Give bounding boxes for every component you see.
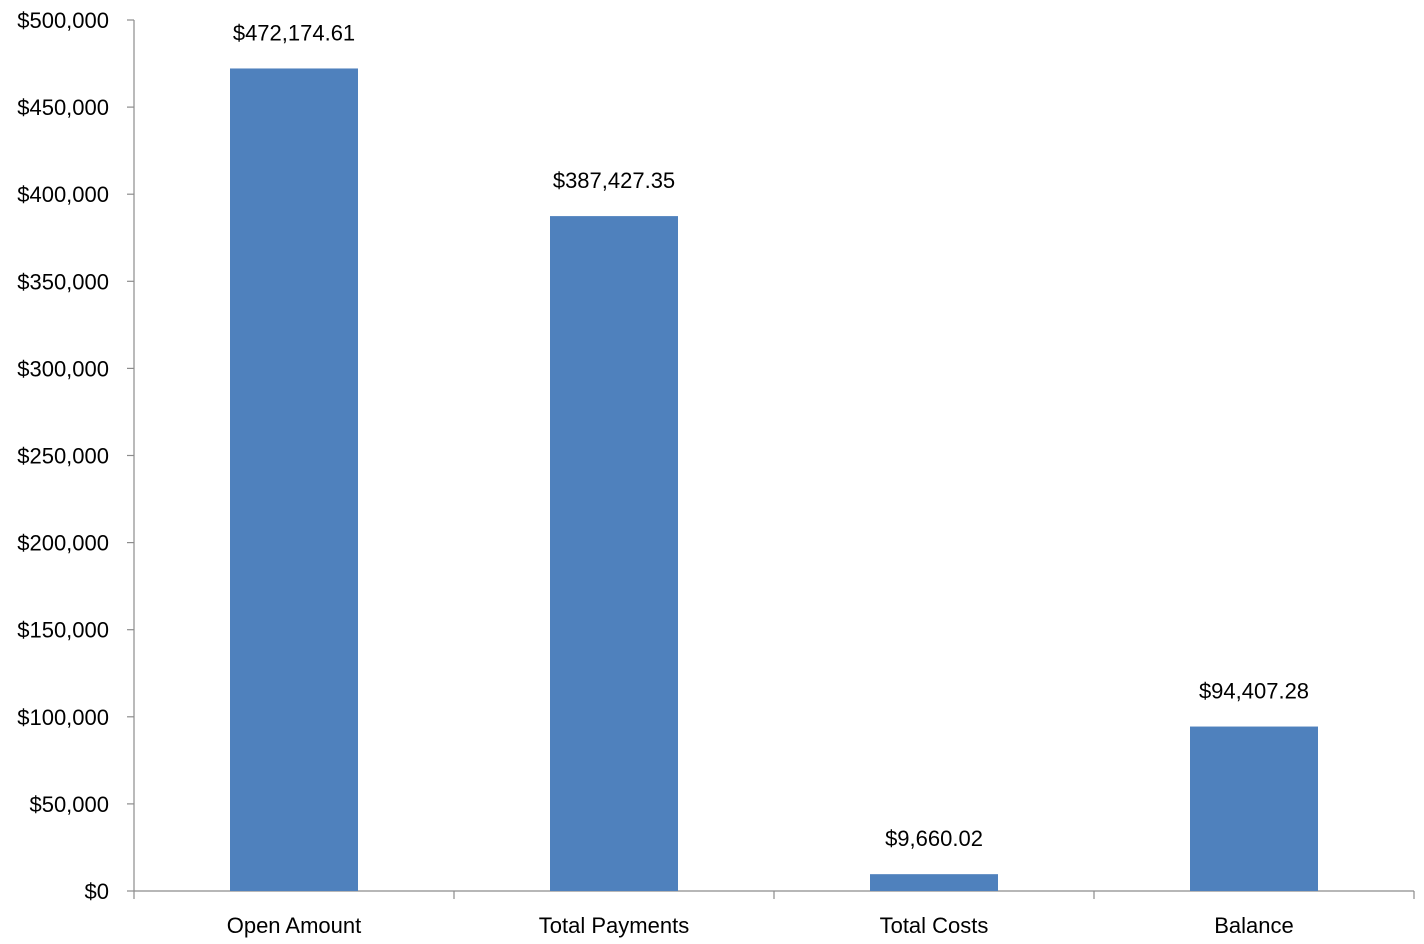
x-tick-label: Balance [1214,913,1294,938]
bar [870,874,998,891]
y-tick-label: $350,000 [17,269,109,294]
bar [1190,726,1318,891]
x-tick-label: Total Costs [880,913,989,938]
bar-data-label: $472,174.61 [233,20,355,45]
x-axis: Open Amount Total Payments Total Costs Bala… [133,890,1415,938]
bar [230,68,358,892]
y-tick-label: $50,000 [29,792,109,817]
bar-data-label: $387,427.35 [553,168,675,193]
bar-data-label: $94,407.28 [1199,679,1309,704]
bars [230,68,1318,892]
y-tick-label: $0 [85,879,109,904]
y-tick-label: $200,000 [17,531,109,556]
y-tick-label: $250,000 [17,444,109,469]
y-axis: $0 $50,000 $100,000 $150,000 $200,000 $250,00… [17,8,135,904]
x-tick-label: Total Payments [539,913,689,938]
y-tick-label: $400,000 [17,182,109,207]
data-labels: $472,174.61 $387,427.35 $9,660.02 $94,407.2… [233,20,1309,851]
y-tick-label: $500,000 [17,8,109,33]
y-tick-label: $150,000 [17,618,109,643]
y-tick-label: $450,000 [17,95,109,120]
x-tick-label: Open Amount [227,913,362,938]
y-tick-label: $300,000 [17,356,109,381]
bar-data-label: $9,660.02 [885,826,983,851]
bar [550,216,678,891]
y-tick-label: $100,000 [17,705,109,730]
